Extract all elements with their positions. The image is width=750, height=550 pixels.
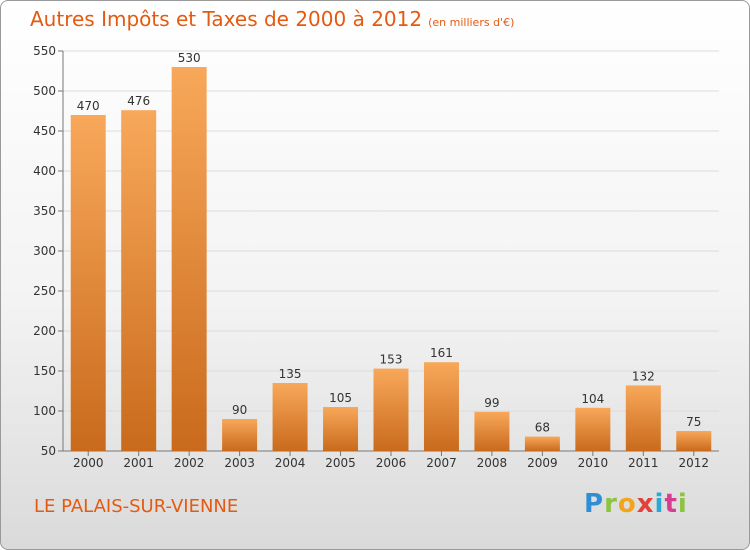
bar [272,383,308,451]
chart-subtitle: (en milliers d'€) [428,16,515,29]
x-tick-label: 2001 [123,456,154,470]
logo-letter: x [636,489,655,519]
bar [373,368,409,451]
bar [625,385,661,451]
x-tick-label: 2008 [477,456,508,470]
y-tick-label: 100 [33,404,56,418]
data-label: 75 [686,415,701,429]
x-tick-label: 2006 [376,456,407,470]
y-tick-label: 350 [33,204,56,218]
bar [676,431,712,451]
bar [524,436,560,451]
data-label: 104 [581,392,604,406]
bar [575,407,611,451]
y-tick-label: 300 [33,244,56,258]
bar [121,110,157,451]
data-label: 135 [279,367,302,381]
x-tick-label: 2007 [426,456,457,470]
data-label: 99 [484,396,499,410]
x-tick-label: 2005 [325,456,356,470]
logo-letter: o [617,489,637,519]
y-tick-label: 50 [41,444,56,458]
x-tick-label: 2011 [628,456,659,470]
data-label: 530 [178,51,201,65]
data-label: 90 [232,403,247,417]
chart-title: Autres Impôts et Taxes de 2000 à 2012 (en… [30,7,514,31]
bar [474,411,510,451]
x-tick-label: 2012 [678,456,709,470]
data-label: 105 [329,391,352,405]
y-tick-label: 550 [33,44,56,58]
logo-letter: t [664,489,678,519]
data-label: 161 [430,346,453,360]
logo-letter: P [584,489,605,519]
city-name: LE PALAIS-SUR-VIENNE [34,496,239,517]
logo-letter: r [604,489,618,519]
x-tick-label: 2004 [275,456,306,470]
y-tick-label: 400 [33,164,56,178]
bar [423,362,459,451]
y-tick-label: 200 [33,324,56,338]
x-tick-label: 2010 [578,456,609,470]
x-tick-label: 2002 [174,456,205,470]
bar [70,115,106,451]
x-tick-label: 2009 [527,456,558,470]
bar [323,407,359,451]
logo-letter: i [654,489,665,519]
proxiti-logo: Proxiti [584,489,688,519]
y-tick-label: 150 [33,364,56,378]
y-tick-label: 500 [33,84,56,98]
bar [171,67,207,451]
x-tick-label: 2003 [224,456,255,470]
logo-letter: i [677,489,688,519]
bar [222,419,258,451]
y-tick-label: 450 [33,124,56,138]
x-tick-label: 2000 [73,456,104,470]
data-label: 470 [77,99,100,113]
data-label: 153 [380,353,403,367]
chart-title-text: Autres Impôts et Taxes de 2000 à 2012 [30,7,423,31]
data-label: 476 [127,94,150,108]
data-label: 132 [632,369,655,383]
data-label: 68 [535,421,550,435]
y-tick-label: 250 [33,284,56,298]
